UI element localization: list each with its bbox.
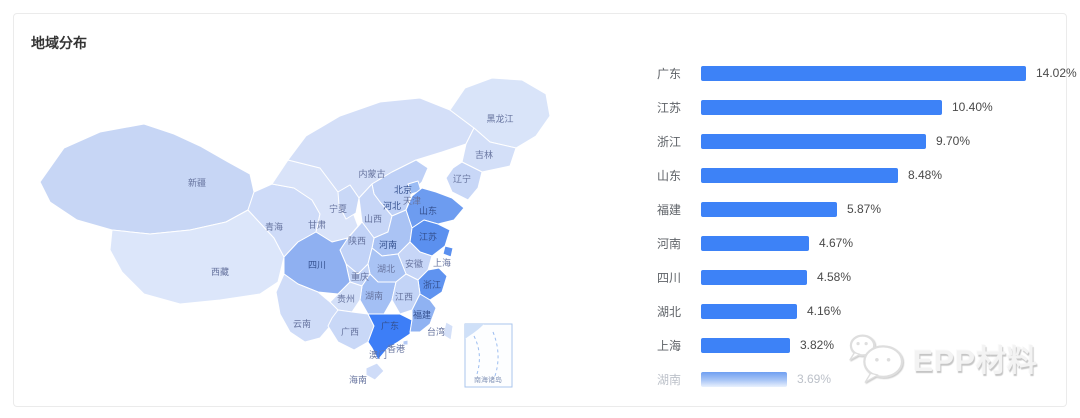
map-label-hainan: 海南 <box>349 374 367 385</box>
bar-fujian[interactable] <box>701 201 837 217</box>
bar-row: 湖北 4.16% <box>647 294 1067 328</box>
province-tibet[interactable] <box>109 209 285 305</box>
south-sea-inset-box <box>464 323 513 388</box>
bar-value-label: 8.48% <box>908 168 943 182</box>
bar-category-label: 江苏 <box>656 100 681 115</box>
map-label-shanghai: 上海 <box>433 257 451 268</box>
province-jilin[interactable] <box>461 127 517 173</box>
province-macau[interactable] <box>395 345 401 351</box>
watermark: EPP材料 <box>847 332 1038 384</box>
south-sea-inset-fold <box>465 324 484 339</box>
bar-category-label: 福建 <box>656 202 681 217</box>
province-hongkong[interactable] <box>402 339 409 346</box>
province-yunnan[interactable] <box>275 273 339 343</box>
south-sea-inset-label: 南海诸岛 <box>474 375 502 384</box>
bar-value-label: 4.58% <box>817 270 852 284</box>
bar-row: 广东 14.02% <box>647 56 1077 90</box>
bar-category-label: 湖北 <box>656 304 681 319</box>
bar-shanghai[interactable] <box>701 337 790 353</box>
province-shanghai[interactable] <box>442 245 454 258</box>
bar-row: 河南 4.67% <box>647 226 1067 260</box>
bar-row: 福建 5.87% <box>647 192 1067 226</box>
region-distribution-card: 地域分布 <box>13 13 1077 407</box>
bar-value-label: 3.82% <box>800 338 835 352</box>
map-label-taiwan: 台湾 <box>427 326 445 337</box>
region-bar-chart: 广东 14.02% 江苏 10.40% 浙江 9.70% 山东 8.48% 福建… <box>647 56 1077 396</box>
bar-category-label: 上海 <box>656 338 681 353</box>
bar-row: 四川 4.58% <box>647 260 1067 294</box>
bar-sichuan[interactable] <box>701 269 807 285</box>
bar-row: 江苏 10.40% <box>647 90 1067 124</box>
province-hainan[interactable] <box>365 362 385 381</box>
bar-category-label: 四川 <box>656 270 681 285</box>
bar-value-label: 5.87% <box>847 202 882 216</box>
bar-category-label: 湖南 <box>656 372 681 387</box>
province-fujian[interactable] <box>409 293 437 333</box>
province-guangxi[interactable] <box>327 309 375 351</box>
bar-category-label: 河南 <box>656 236 681 251</box>
wechat-icon <box>849 334 904 383</box>
bar-zhejiang[interactable] <box>701 133 926 149</box>
bar-value-label: 4.67% <box>819 236 854 250</box>
china-map: 南海诸岛 新疆 西藏 青海 甘肃 宁夏 内蒙古 黑龙江 吉林 辽宁 北京 天津 … <box>22 42 622 402</box>
bar-value-label: 3.69% <box>797 372 832 386</box>
bar-category-label: 广东 <box>656 66 681 81</box>
province-ningxia[interactable] <box>337 184 360 220</box>
watermark-text: EPP材料 <box>912 345 1038 378</box>
bar-value-label: 10.40% <box>952 100 993 114</box>
province-liaoning[interactable] <box>445 161 483 201</box>
south-sea-dash-line <box>473 335 480 375</box>
province-guangdong[interactable] <box>367 313 413 361</box>
province-xinjiang[interactable] <box>39 123 255 235</box>
bar-category-label: 浙江 <box>656 134 681 149</box>
bar-row: 山东 8.48% <box>647 158 1067 192</box>
bar-row: 浙江 9.70% <box>647 124 1067 158</box>
bar-jiangsu[interactable] <box>701 99 942 115</box>
bar-hunan[interactable] <box>701 371 787 387</box>
bar-shandong[interactable] <box>701 167 898 183</box>
page-title: 地域分布 <box>31 35 87 51</box>
bar-value-label: 9.70% <box>936 134 971 148</box>
bar-hubei[interactable] <box>701 303 797 319</box>
bar-guangdong[interactable] <box>701 65 1026 81</box>
bar-value-label: 14.02% <box>1036 66 1077 80</box>
province-taiwan[interactable] <box>442 321 454 341</box>
bar-value-label: 4.16% <box>807 304 842 318</box>
bar-row: 湖南 3.69% <box>647 362 1067 396</box>
bar-henan[interactable] <box>701 235 809 251</box>
bar-row: 上海 3.82% <box>647 328 1067 362</box>
bar-category-label: 山东 <box>656 168 681 183</box>
